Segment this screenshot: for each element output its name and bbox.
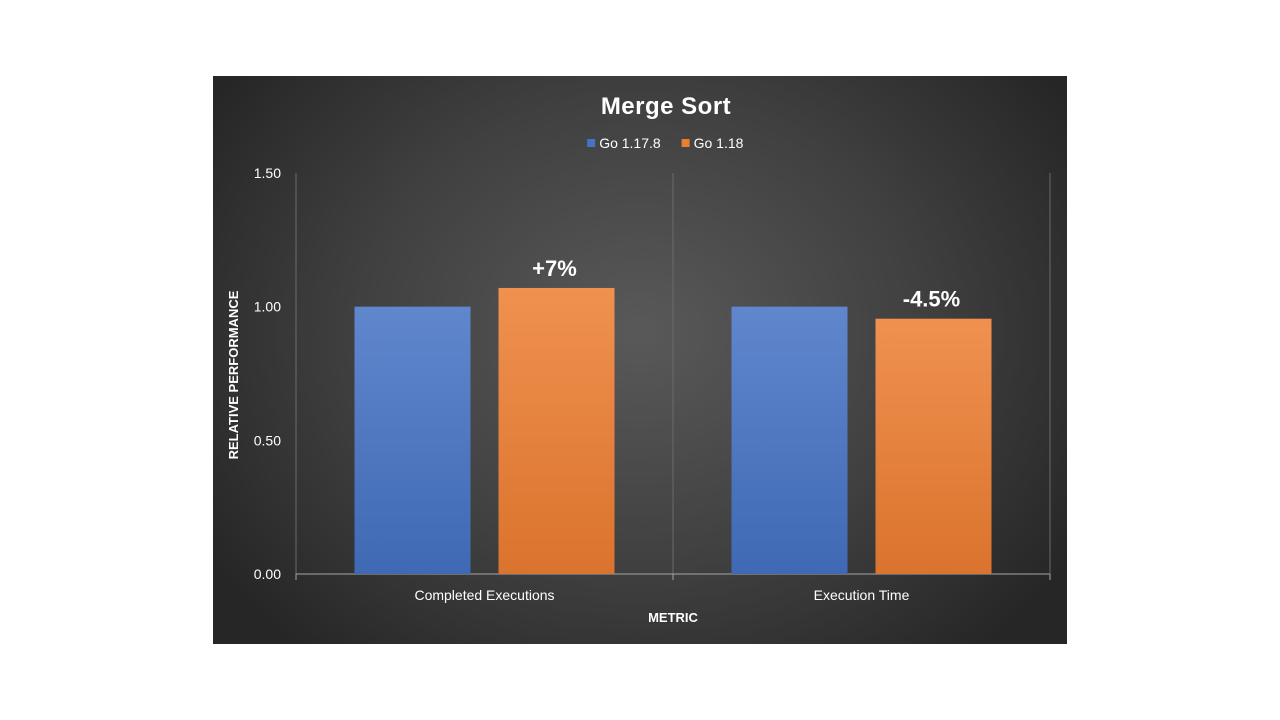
y-tick-label: 1.00 (254, 299, 281, 315)
y-axis-title: RELATIVE PERFORMANCE (226, 290, 241, 459)
axes: 0.00 0.50 1.00 1.50 Completed Executions Exec… (254, 165, 1051, 603)
legend-label: Go 1.17.8 (599, 135, 661, 151)
legend-swatch (681, 139, 690, 147)
legend-label: Go 1.18 (694, 135, 744, 151)
x-tick-label: Completed Executions (414, 587, 554, 603)
x-axis-title: METRIC (648, 610, 698, 625)
data-labels: +7% -4.5% (532, 256, 960, 312)
data-label: +7% (532, 256, 577, 281)
data-label: -4.5% (903, 287, 960, 312)
bar (875, 318, 992, 574)
bar (498, 287, 615, 574)
x-tick-label: Execution Time (814, 587, 910, 603)
bar (731, 306, 848, 574)
bars (354, 287, 992, 574)
bar (354, 306, 471, 574)
chart-title: Merge Sort (601, 93, 731, 120)
y-tick-label: 0.00 (254, 566, 281, 582)
legend: Go 1.17.8 Go 1.18 (587, 135, 744, 151)
y-tick-label: 1.50 (254, 165, 281, 181)
y-tick-label: 0.50 (254, 432, 281, 448)
legend-swatch (587, 139, 596, 147)
